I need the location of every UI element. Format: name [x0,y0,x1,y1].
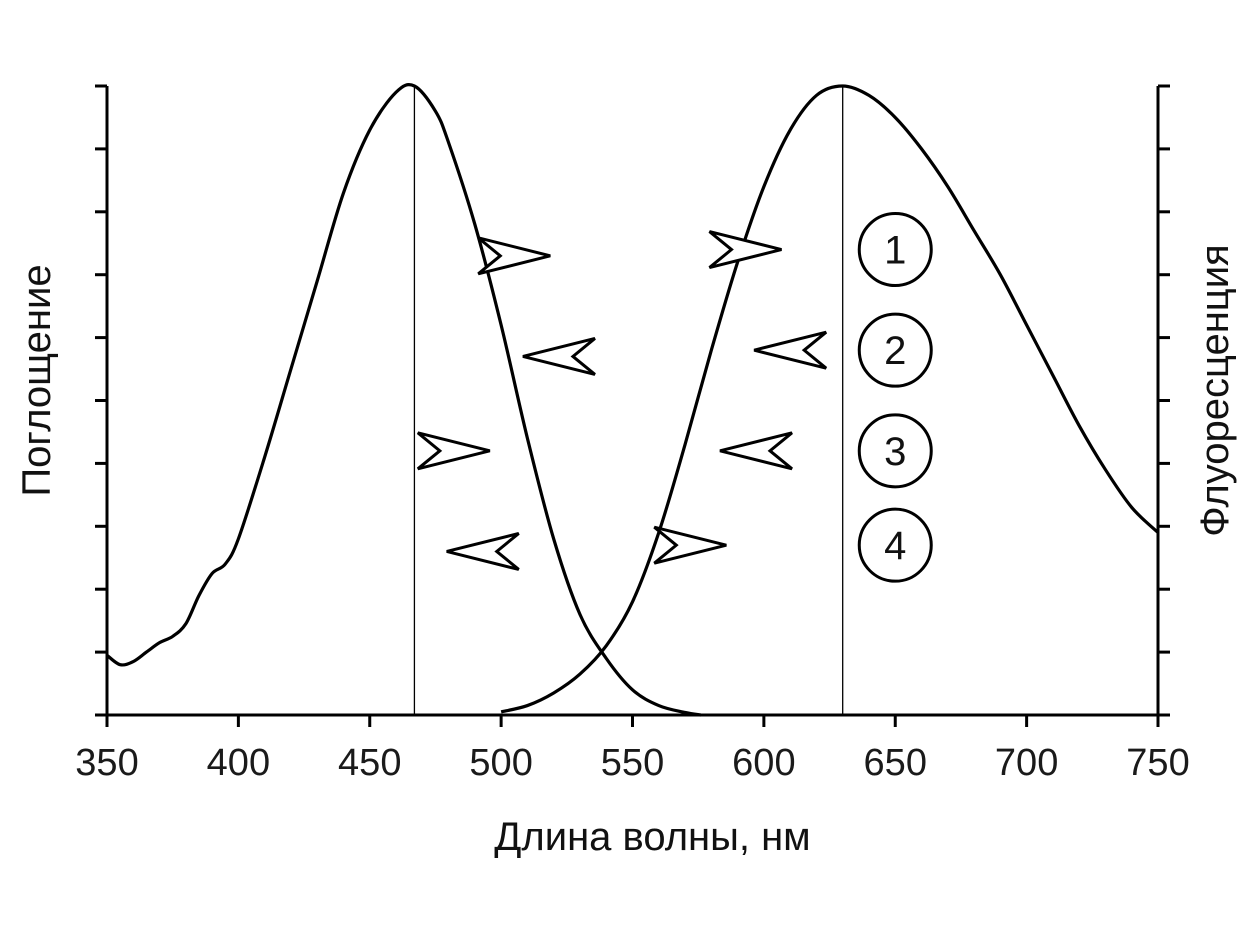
transition-arrow-left [753,330,828,370]
x-tick-label: 350 [75,742,138,784]
marker-number: 4 [884,524,906,568]
transition-arrow-left [719,431,793,471]
x-tick-label: 600 [732,742,795,784]
x-tick-label: 550 [601,742,664,784]
marker-circle [857,413,933,489]
x-axis-title: Длина волны, нм [494,815,810,859]
transition-arrow-right [477,236,551,276]
absorption-curve [106,83,702,717]
transition-arrow-right [708,230,782,269]
marker-number: 3 [884,430,906,474]
y-axis-title-right: Флуоресценция [1193,244,1237,536]
x-tick-label: 450 [338,742,401,784]
transition-arrow-left [522,337,596,376]
fluorescence-curve [500,84,1160,714]
transition-arrow-left [446,532,520,571]
x-tick-label: 400 [207,742,270,784]
marker-circle [857,507,933,583]
marker-number: 2 [884,329,906,373]
x-tick-label: 500 [469,742,532,784]
x-tick-label: 700 [995,742,1058,784]
axes: 350 400 450 500 550 600 650 700 750 [75,84,1190,784]
annotation-markers: 1 2 3 4 [416,212,933,583]
spectral-curves [106,83,1160,717]
marker-number: 1 [884,229,906,273]
y-axis-title-left: Поглощение [15,264,59,496]
axis-labels: Длина волны, нм Поглощение Флуоресценция [15,244,1237,859]
marker-circle [857,212,933,288]
transition-arrow-right [653,525,727,565]
x-tick-label: 750 [1126,742,1189,784]
transition-arrow-right [416,431,491,471]
x-tick-label: 650 [864,742,927,784]
marker-circle [857,312,933,388]
